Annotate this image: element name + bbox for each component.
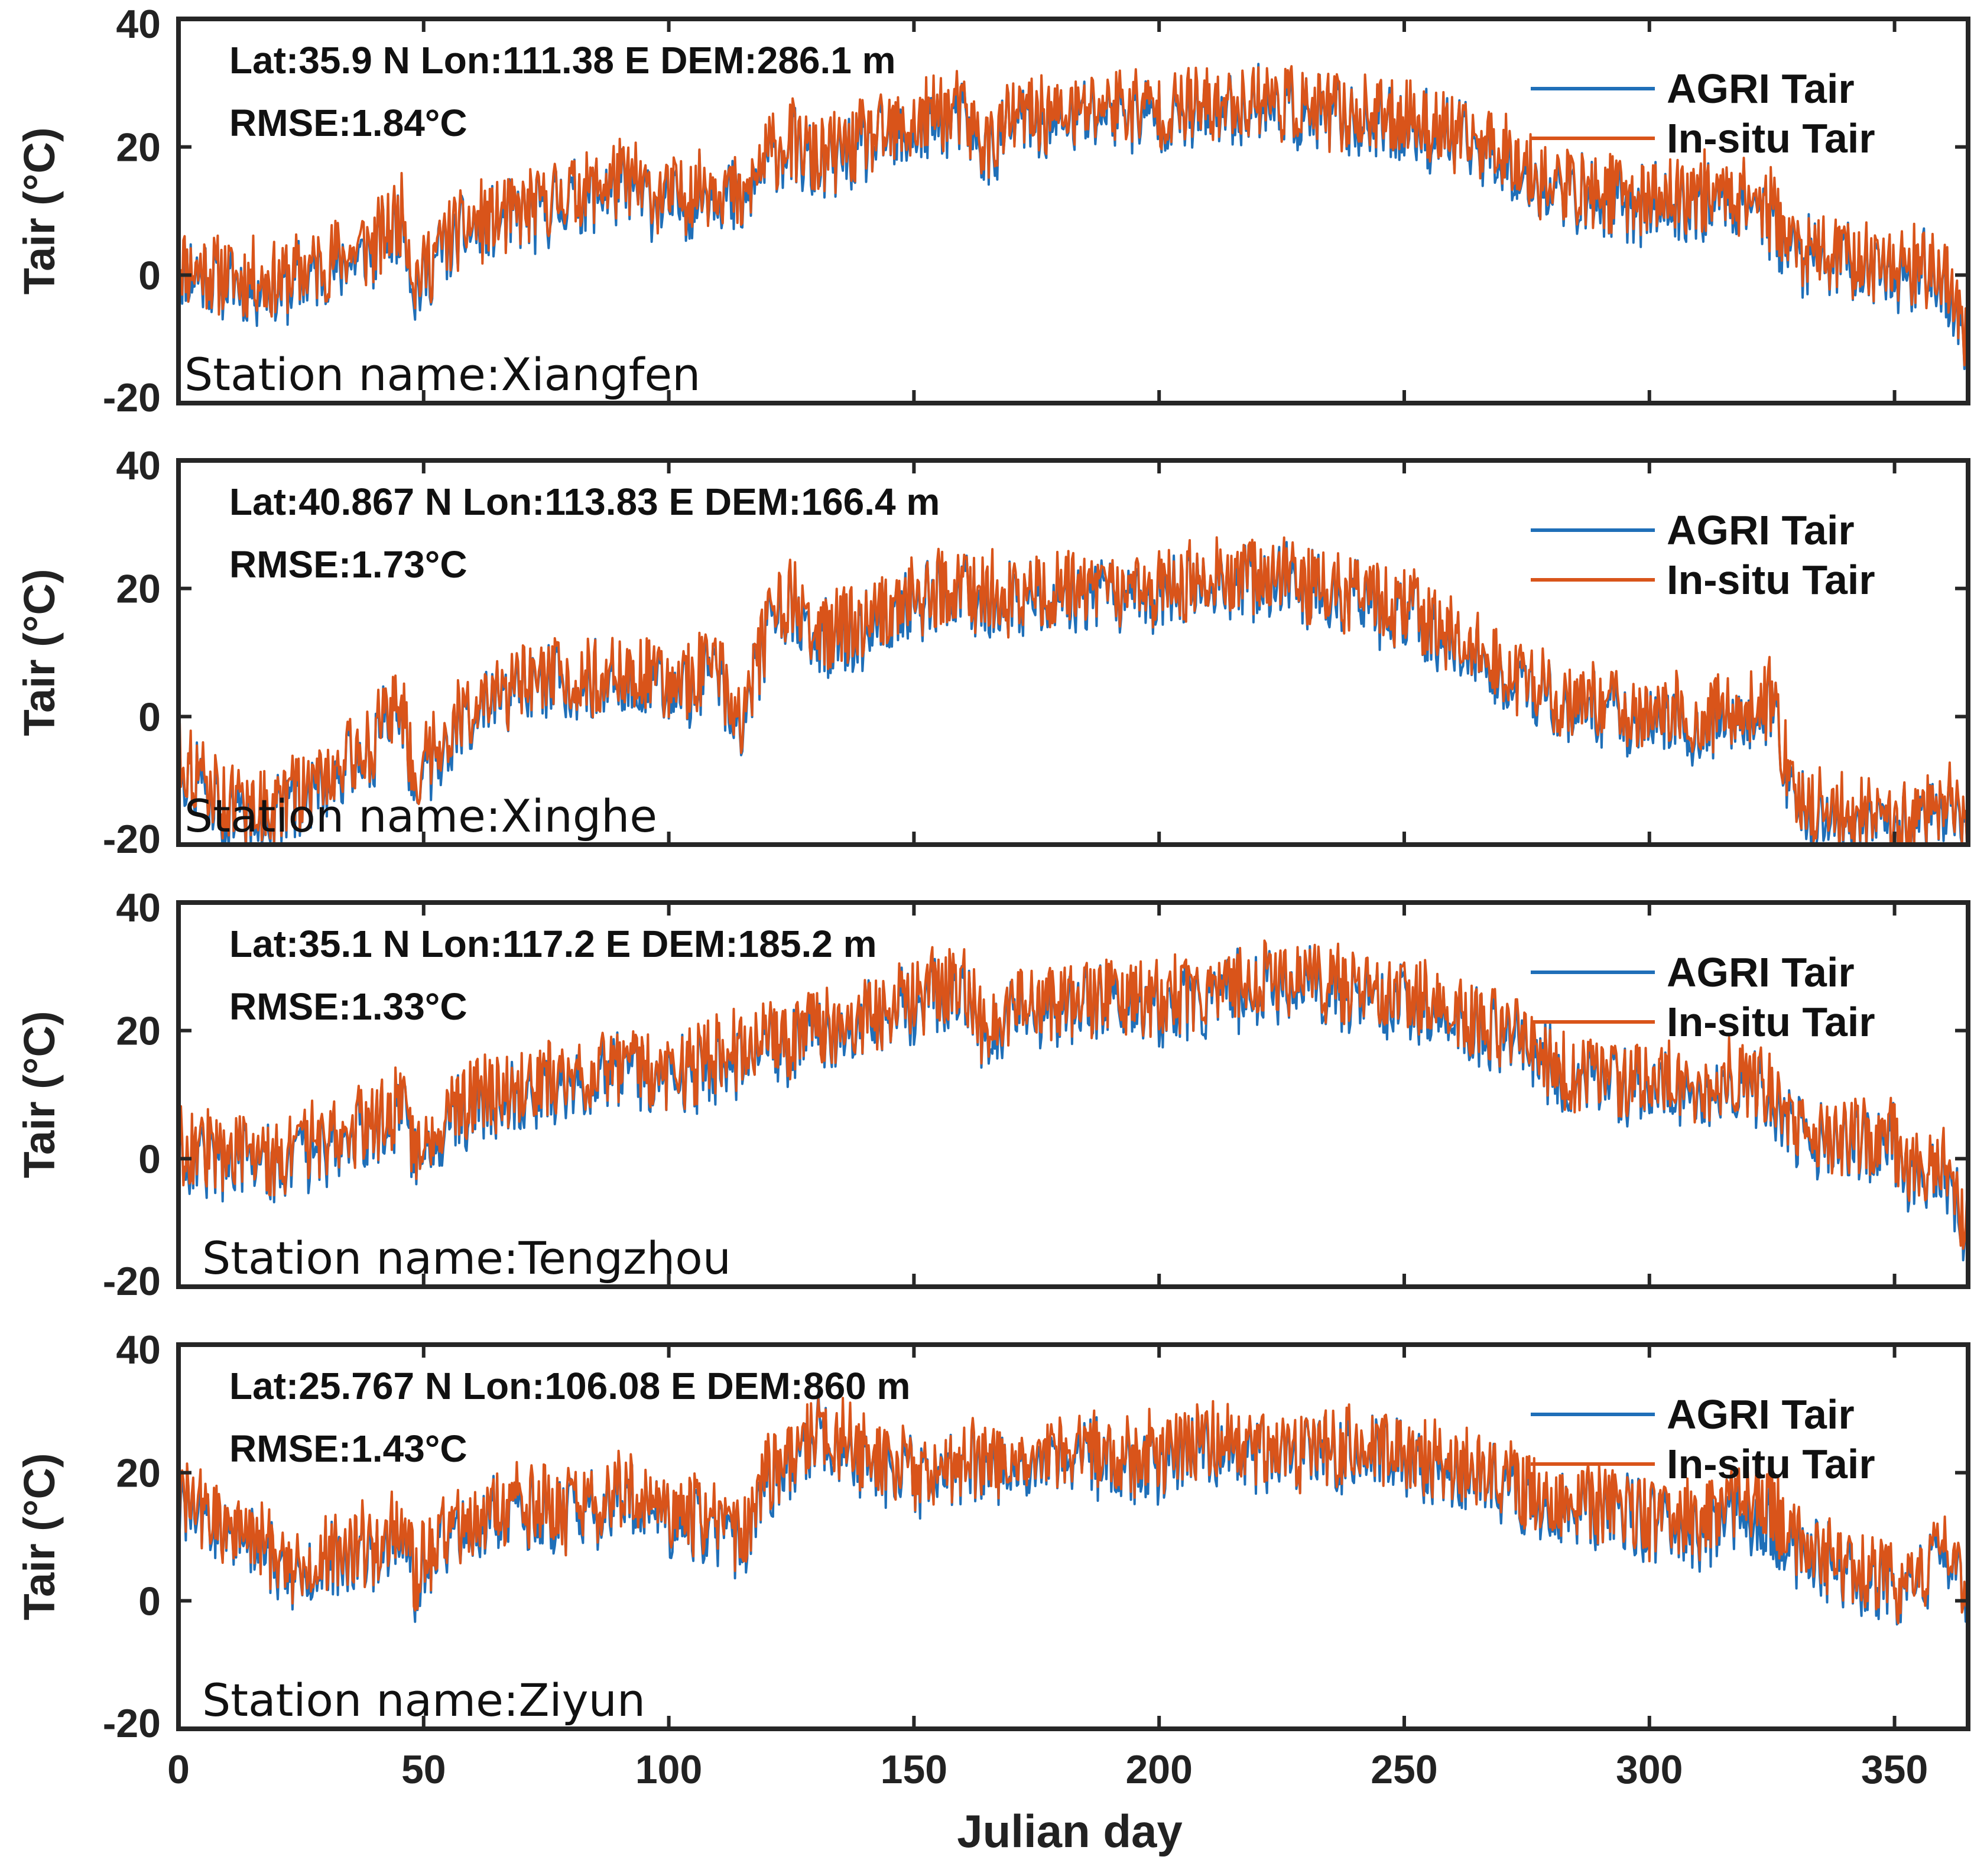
panel-3: 40 20 0 -20 Tair (°C) Lat:35.1 N Lon:117.2 E … bbox=[15, 885, 1970, 1304]
legend-insitu-label: In-situ Tair bbox=[1667, 115, 1875, 161]
insitu-tair-line bbox=[178, 1397, 1968, 1635]
insitu-tair-line bbox=[178, 536, 1968, 845]
panel-series bbox=[178, 536, 1968, 845]
legend-insitu-label: In-situ Tair bbox=[1667, 999, 1875, 1045]
station-info-rmse: RMSE:1.73°C bbox=[229, 543, 467, 586]
x-tick-label: 100 bbox=[635, 1747, 702, 1792]
legend-agri-label: AGRI Tair bbox=[1667, 949, 1855, 995]
x-tick-label: 350 bbox=[1861, 1747, 1928, 1792]
y-tick-label: 0 bbox=[138, 694, 161, 739]
y-tick-label: 40 bbox=[116, 885, 161, 930]
panel-frame bbox=[176, 17, 1970, 405]
y-tick-label: 0 bbox=[138, 253, 161, 298]
y-tick-label: 40 bbox=[116, 443, 161, 488]
station-name: Station name:Tengzhou bbox=[202, 1232, 731, 1284]
station-info-coordinates: Lat:25.767 N Lon:106.08 E DEM:860 m bbox=[229, 1365, 910, 1407]
x-tick-label: 0 bbox=[167, 1747, 190, 1792]
panel-1: 40 20 0 -20 Tair (°C) Lat:35.9 N Lon:111.38 E… bbox=[15, 2, 1970, 420]
panel-series bbox=[178, 63, 1968, 371]
insitu-tair-line bbox=[178, 65, 1968, 366]
y-tick-label: -20 bbox=[103, 1701, 161, 1746]
y-tick-label: 0 bbox=[138, 1579, 161, 1624]
station-name: Station name:Xiangfen bbox=[184, 348, 700, 401]
station-info-rmse: RMSE:1.33°C bbox=[229, 985, 467, 1028]
y-tick-label: -20 bbox=[103, 817, 161, 862]
x-axis-label: Julian day bbox=[957, 1805, 1182, 1857]
station-info-coordinates: Lat:35.9 N Lon:111.38 E DEM:286.1 m bbox=[229, 39, 896, 82]
legend-agri-label: AGRI Tair bbox=[1667, 66, 1855, 112]
legend-agri-label: AGRI Tair bbox=[1667, 507, 1855, 553]
shared-x-axis: 0 50 100 150 200 250 300 350 bbox=[167, 1747, 1928, 1792]
station-info-rmse: RMSE:1.43°C bbox=[229, 1427, 467, 1470]
panel-series bbox=[178, 939, 1968, 1262]
y-axis-label: Tair (°C) bbox=[15, 1011, 64, 1178]
station-info-rmse: RMSE:1.84°C bbox=[229, 102, 467, 144]
legend-insitu-label: In-situ Tair bbox=[1667, 557, 1875, 603]
station-info-coordinates: Lat:40.867 N Lon:113.83 E DEM:166.4 m bbox=[229, 481, 940, 523]
x-tick-label: 300 bbox=[1616, 1747, 1683, 1792]
x-tick-label: 150 bbox=[881, 1747, 947, 1792]
y-tick-label: 20 bbox=[116, 125, 161, 170]
y-tick-label: -20 bbox=[103, 1259, 161, 1304]
legend-insitu-label: In-situ Tair bbox=[1667, 1441, 1875, 1487]
station-name: Station name:Ziyun bbox=[202, 1674, 645, 1726]
x-tick-label: 250 bbox=[1371, 1747, 1437, 1792]
y-axis-label: Tair (°C) bbox=[15, 127, 64, 294]
y-axis-label: Tair (°C) bbox=[15, 1453, 64, 1620]
y-tick-label: 20 bbox=[116, 567, 161, 612]
panel-2: 40 20 0 -20 Tair (°C) Lat:40.867 N Lon:113.83… bbox=[15, 443, 1970, 862]
x-tick-label: 200 bbox=[1125, 1747, 1192, 1792]
y-tick-label: 20 bbox=[116, 1451, 161, 1496]
y-tick-label: 40 bbox=[116, 1328, 161, 1372]
panel-4: 40 20 0 -20 Tair (°C) Lat:25.767 N Lon:106.08… bbox=[15, 1328, 1970, 1746]
station-name: Station name:Xinghe bbox=[184, 790, 657, 842]
panel-frame bbox=[176, 458, 1970, 847]
x-tick-label: 50 bbox=[401, 1747, 446, 1792]
y-tick-label: -20 bbox=[103, 375, 161, 420]
y-tick-label: 20 bbox=[116, 1009, 161, 1054]
panel-frame bbox=[176, 1342, 1970, 1731]
legend-agri-label: AGRI Tair bbox=[1667, 1391, 1855, 1437]
panel-frame bbox=[176, 900, 1970, 1289]
y-tick-label: 0 bbox=[138, 1137, 161, 1182]
station-info-coordinates: Lat:35.1 N Lon:117.2 E DEM:185.2 m bbox=[229, 923, 877, 965]
panel-series bbox=[178, 1392, 1968, 1635]
y-tick-label: 40 bbox=[116, 2, 161, 47]
subplot-panels: 40 20 0 -20 Tair (°C) Lat:35.9 N Lon:111.38 E… bbox=[15, 2, 1970, 1746]
insitu-tair-line bbox=[178, 939, 1968, 1250]
y-axis-label: Tair (°C) bbox=[15, 569, 64, 736]
